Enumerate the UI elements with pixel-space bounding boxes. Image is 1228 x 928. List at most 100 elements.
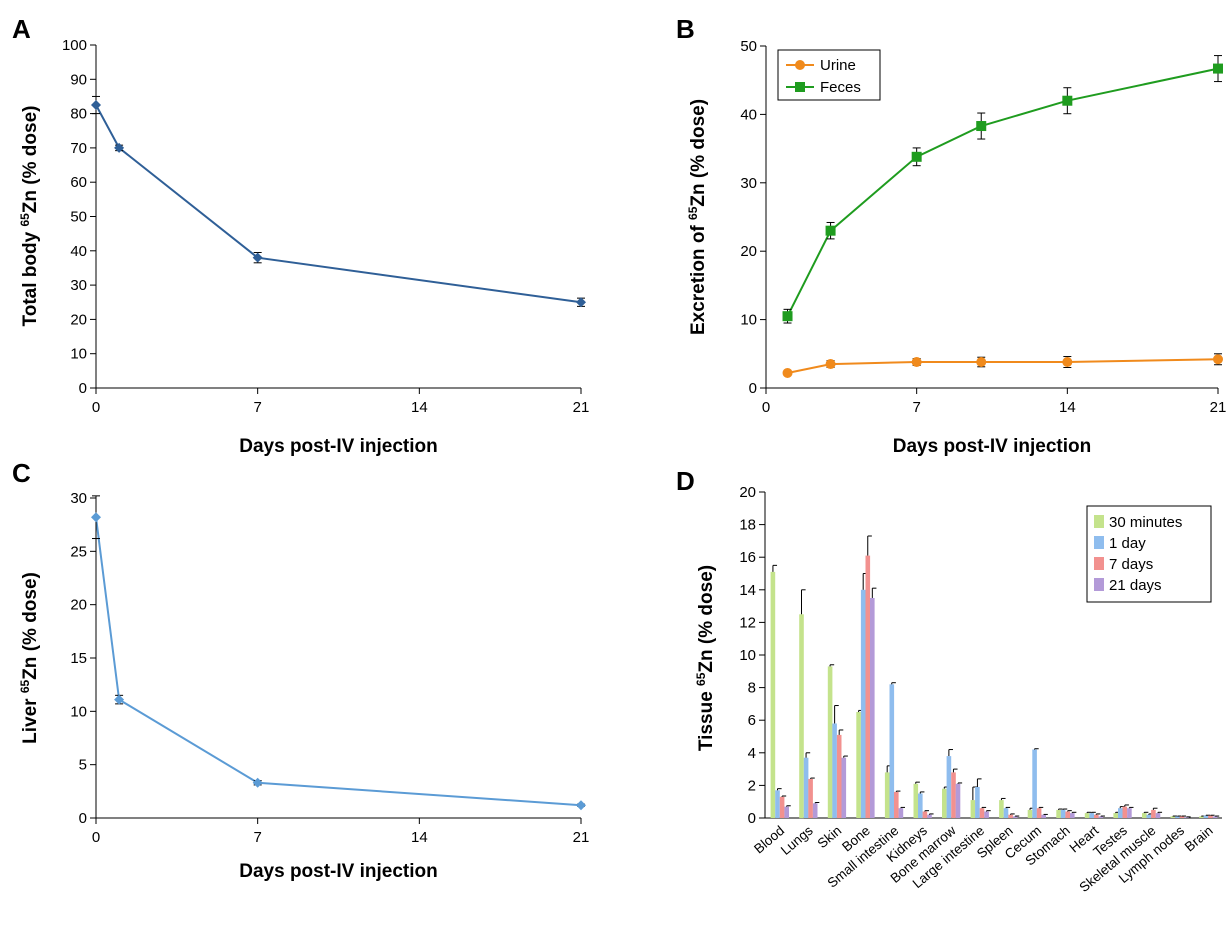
bar-6-2 [951, 772, 956, 818]
bar-11-1 [1089, 813, 1094, 818]
data-point-b [1062, 95, 1073, 106]
legend-swatch-d-3 [1094, 578, 1104, 591]
data-point-c [114, 694, 125, 705]
bar-13-3 [1155, 813, 1161, 818]
bar-8-0 [999, 800, 1004, 818]
data-point-b [911, 151, 922, 162]
bar-14-0 [1170, 816, 1176, 818]
bar-5-2 [922, 811, 928, 818]
legend-swatch-d-1 [1094, 536, 1104, 549]
data-point-a [252, 252, 263, 263]
bar-10-3 [1070, 813, 1075, 818]
data-point-b [825, 359, 836, 370]
legend-swatch-d-0 [1094, 515, 1104, 528]
y-tick-label-a: 30 [70, 277, 87, 294]
panel-d: D02468101214161820BloodLungsSkinBoneSmal… [676, 466, 1222, 895]
bar-4-3 [898, 808, 904, 818]
bar-6-1 [946, 756, 952, 818]
bar-9-3 [1041, 814, 1046, 818]
x-tick-label-a: 14 [411, 399, 428, 416]
bar-4-1 [889, 684, 895, 818]
panel-a: A 0 10 20 30 40 50 60 70 80 90 100 0 7 14 21 Days post-I… [12, 14, 589, 457]
bar-2-2 [836, 734, 842, 818]
y-tick-label-d: 14 [739, 582, 756, 599]
bar-9-1 [1032, 749, 1037, 818]
y-tick-label-c: 15 [70, 650, 87, 667]
y-axis-title-d: Tissue 65Zn (% dose) [694, 565, 717, 751]
x-tick-label-a: 7 [253, 399, 261, 416]
y-tick-label-d: 8 [748, 680, 756, 697]
bar-2-3 [841, 757, 847, 818]
bar-14-2 [1179, 816, 1185, 818]
bar-1-2 [808, 778, 813, 818]
y-tick-label-b: 0 [749, 380, 757, 397]
bar-6-0 [942, 788, 947, 818]
x-tick-label-b: 7 [912, 399, 920, 416]
legend-marker-b [795, 82, 805, 92]
bar-2-1 [832, 723, 837, 818]
y-tick-label-c: 5 [79, 757, 87, 774]
series-line-b-1 [786, 67, 1219, 317]
y-axis-title-b: Excretion of 65Zn (% dose) [686, 99, 709, 335]
y-tick-label-d: 10 [739, 647, 756, 664]
data-point-c [91, 512, 101, 523]
bar-8-2 [1008, 814, 1013, 818]
bar-3-0 [856, 712, 861, 818]
bar-12-2 [1122, 806, 1128, 818]
data-point-c [252, 777, 263, 788]
y-tick-label-b: 20 [740, 243, 757, 260]
bar-9-2 [1036, 808, 1042, 818]
series-line-a-0 [95, 104, 582, 304]
y-tick-label-b: 30 [740, 175, 757, 192]
x-tick-label-c: 7 [253, 829, 261, 846]
data-point-b [911, 357, 922, 368]
panel-b: B 0 10 20 30 40 50 0 7 14 21 Days post-IV injection… [676, 14, 1226, 457]
x-axis-title-a: Days post-IV injection [239, 436, 437, 457]
bar-8-3 [1012, 816, 1018, 818]
x-axis-title-c: Days post-IV injection [239, 861, 437, 882]
bar-15-2 [1208, 815, 1213, 818]
bar-12-1 [1118, 808, 1123, 818]
data-point-b [1213, 354, 1223, 365]
bar-1-1 [803, 757, 809, 818]
y-tick-label-a: 10 [70, 346, 87, 363]
data-point-a [576, 297, 586, 308]
bar-10-2 [1065, 811, 1070, 818]
category-label-1: Lungs [778, 823, 816, 858]
panel-letter-b: B [676, 14, 695, 44]
y-tick-label-c: 30 [70, 490, 87, 507]
legend-label-b: Urine [820, 57, 856, 74]
y-tick-label-a: 90 [70, 71, 87, 88]
series-line-c-0 [95, 517, 582, 807]
x-tick-label-a: 21 [573, 399, 590, 416]
bar-9-0 [1027, 809, 1033, 818]
legend-label-d-0: 30 minutes [1109, 514, 1182, 531]
legend-swatch-d-2 [1094, 557, 1104, 570]
y-tick-label-d: 16 [739, 549, 756, 566]
bar-2-0 [827, 666, 833, 818]
y-axis-title-a: Total body 65Zn (% dose) [18, 106, 41, 327]
y-tick-label-d: 2 [748, 777, 756, 794]
y-tick-label-d: 0 [748, 810, 756, 827]
bar-13-2 [1151, 809, 1156, 818]
data-point-b [976, 121, 987, 132]
data-point-b [782, 311, 793, 322]
y-tick-label-c: 10 [70, 703, 87, 720]
x-tick-label-a: 0 [92, 399, 100, 416]
x-tick-label-b: 0 [762, 399, 770, 416]
legend-label-d-1: 1 day [1109, 535, 1146, 552]
category-label-15: Brain [1182, 823, 1216, 855]
bar-10-0 [1056, 809, 1061, 818]
bar-0-3 [784, 806, 789, 818]
bar-13-1 [1146, 814, 1152, 818]
bar-7-3 [984, 811, 989, 818]
data-point-b [782, 367, 793, 378]
bar-5-1 [918, 793, 923, 818]
y-tick-label-a: 60 [70, 174, 87, 191]
bar-15-0 [1199, 816, 1204, 818]
y-tick-label-c: 20 [70, 597, 87, 614]
bar-15-1 [1203, 815, 1209, 818]
data-point-a [114, 142, 125, 153]
data-point-c [576, 800, 586, 811]
legend-label-d-2: 7 days [1109, 556, 1153, 573]
